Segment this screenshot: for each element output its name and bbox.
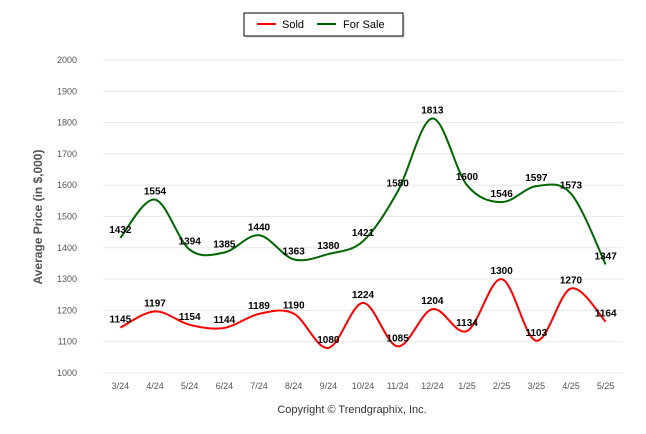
x-tick-label: 10/24: [352, 381, 375, 391]
data-label-for-sale: 1600: [456, 172, 479, 183]
data-label-for-sale: 1380: [317, 241, 340, 252]
data-label-sold: 1197: [144, 298, 166, 309]
series-line-sold: [119, 278, 607, 349]
data-label-sold: 1190: [283, 301, 305, 312]
data-label-for-sale: 1347: [595, 251, 618, 262]
x-tick-label: 12/24: [421, 381, 444, 391]
data-label-sold: 1080: [317, 335, 340, 346]
data-label-sold: 1270: [560, 275, 583, 286]
data-label-for-sale: 1363: [283, 246, 306, 257]
y-axis-ticks: 1000 1100 1200 1300 1400 1500 1600 1700 1800 1900…: [57, 55, 77, 378]
y-tick-label: 1500: [57, 212, 77, 222]
data-label-for-sale: 1554: [144, 187, 167, 198]
series-line-for-sale: [119, 117, 607, 265]
x-axis-ticks: 3/24 4/24 5/24 6/24 7/24 8/24 9/24 10/24 11/24 12…: [112, 381, 615, 391]
y-tick-label: 1600: [57, 180, 77, 190]
data-label-sold: 1134: [456, 318, 478, 329]
x-tick-label: 4/24: [146, 381, 164, 391]
data-label-for-sale: 1813: [421, 106, 444, 117]
data-label-sold: 1164: [595, 309, 617, 320]
legend[interactable]: Sold For Sale: [243, 12, 405, 38]
x-tick-label: 9/24: [320, 381, 338, 391]
data-label-sold: 1144: [213, 315, 235, 326]
gridlines: [103, 59, 623, 374]
x-tick-label: 4/25: [562, 381, 580, 391]
data-label-sold: 1224: [352, 290, 375, 301]
y-tick-label: 1200: [57, 305, 77, 315]
y-tick-label: 1900: [57, 86, 77, 96]
data-label-for-sale: 1573: [560, 181, 583, 192]
y-tick-label: 1100: [58, 337, 77, 347]
x-tick-label: 5/25: [597, 381, 615, 391]
legend-label-sold: Sold: [282, 19, 304, 31]
data-labels: 1145 1197 1154 1144 1189 1190 1080 1224 1085 1204…: [109, 106, 617, 346]
data-label-for-sale: 1580: [387, 178, 410, 189]
data-label-for-sale: 1385: [213, 239, 236, 250]
data-label-sold: 1154: [179, 312, 201, 323]
data-label-sold: 1145: [109, 315, 131, 326]
data-label-for-sale: 1440: [248, 222, 271, 233]
y-tick-label: 1800: [57, 118, 77, 128]
data-label-for-sale: 1597: [525, 173, 548, 184]
data-label-sold: 1204: [421, 296, 444, 307]
copyright-text: Copyright © Trendgraphix, Inc.: [277, 404, 426, 416]
x-tick-label: 7/24: [250, 381, 268, 391]
x-tick-label: 1/25: [458, 381, 476, 391]
legend-label-for-sale: For Sale: [343, 19, 385, 31]
x-tick-label: 3/24: [112, 381, 130, 391]
x-tick-label: 11/24: [387, 381, 409, 391]
y-tick-label: 2000: [57, 55, 77, 65]
data-label-sold: 1085: [387, 333, 410, 344]
data-label-for-sale: 1421: [352, 228, 375, 239]
x-tick-label: 3/25: [528, 381, 546, 391]
data-label-for-sale: 1394: [179, 237, 202, 248]
x-tick-label: 6/24: [216, 381, 234, 391]
y-axis-label: Average Price (in $,000): [31, 150, 45, 285]
data-label-sold: 1300: [491, 266, 514, 277]
x-tick-label: 2/25: [493, 381, 511, 391]
y-tick-label: 1000: [57, 368, 77, 378]
y-tick-label: 1300: [57, 274, 77, 284]
series-lines: [119, 117, 607, 349]
x-tick-label: 8/24: [285, 381, 303, 391]
data-label-sold: 1103: [525, 328, 547, 339]
data-label-sold: 1189: [248, 301, 270, 312]
data-label-for-sale: 1546: [491, 189, 514, 200]
y-tick-label: 1700: [57, 149, 77, 159]
y-tick-label: 1400: [57, 243, 77, 253]
x-tick-label: 5/24: [181, 381, 199, 391]
data-label-for-sale: 1432: [109, 225, 132, 236]
